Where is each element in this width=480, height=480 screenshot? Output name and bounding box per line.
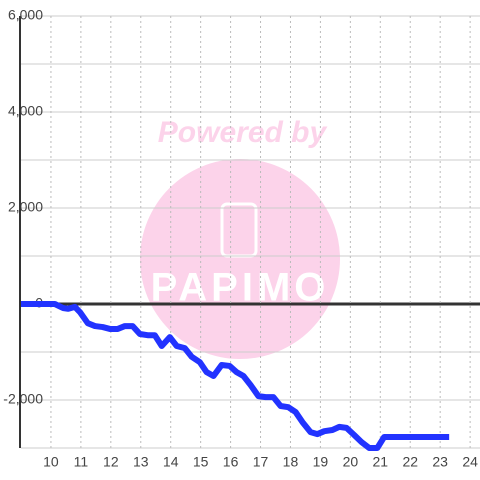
x-tick-label: 18 [283, 454, 299, 470]
x-tick-label: 23 [432, 454, 448, 470]
x-tick-label: 19 [313, 454, 329, 470]
y-tick-label: 6,000 [8, 7, 43, 23]
x-tick-label: 15 [193, 454, 209, 470]
x-tick-label: 10 [43, 454, 59, 470]
x-tick-label: 17 [253, 454, 269, 470]
y-tick-label: 4,000 [8, 103, 43, 119]
watermark-text: Powered by [158, 116, 328, 149]
x-tick-label: 24 [462, 454, 478, 470]
y-tick-label: 2,000 [8, 199, 43, 215]
x-tick-label: 16 [223, 454, 239, 470]
x-tick-label: 11 [74, 454, 89, 470]
y-tick-label: -2,000 [3, 391, 43, 407]
x-tick-label: 13 [133, 454, 149, 470]
x-tick-label: 14 [163, 454, 179, 470]
x-tick-label: 21 [373, 454, 389, 470]
x-tick-label: 12 [103, 454, 119, 470]
watermark-text: PAPIMO [151, 266, 330, 310]
x-tick-label: 20 [343, 454, 359, 470]
watermark-circle [140, 159, 340, 359]
data-line [21, 301, 450, 451]
x-tick-label: 22 [402, 454, 418, 470]
